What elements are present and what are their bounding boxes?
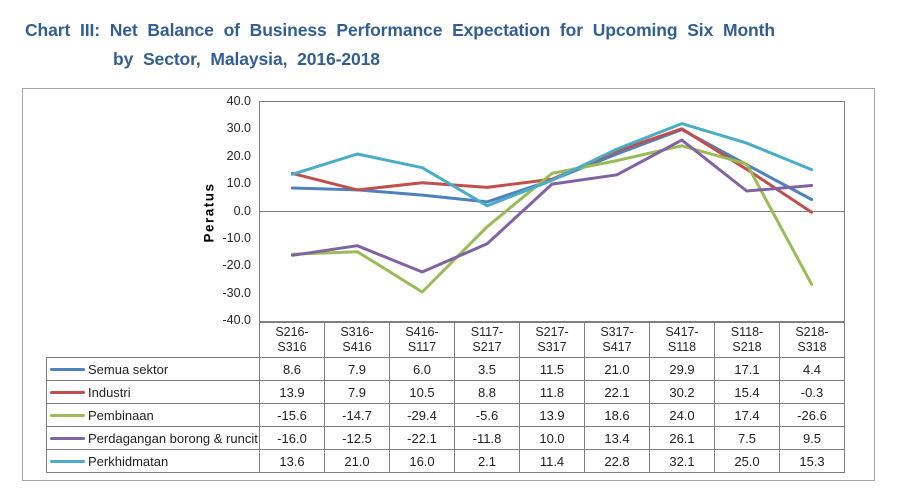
value-cell: 2.1: [454, 449, 520, 473]
y-axis-tick-label: 40.0: [226, 94, 251, 108]
value-cell: -5.6: [454, 403, 520, 427]
value-cell: 7.9: [324, 357, 390, 381]
table-row: Industri 13.9 7.9 10.5 8.8 11.8 22.1 30.2 15.4 -0…: [46, 380, 845, 404]
value-cell: 8.6: [259, 357, 325, 381]
value-cell: 10.5: [389, 380, 455, 404]
table-row: Semua sektor 8.6 7.9 6.0 3.5 11.5 21.0 29.9 17.1…: [46, 357, 845, 381]
legend-cell: Industri: [46, 380, 260, 404]
legend-cell: Pembinaan: [46, 403, 260, 427]
legend-cell: Perkhidmatan: [46, 449, 260, 473]
category-header-cell: S118- S218: [714, 322, 780, 358]
y-axis-tick-label: -40.0: [222, 313, 252, 327]
value-cell: -15.6: [259, 403, 325, 427]
y-axis-tick-label: -30.0: [222, 285, 252, 300]
value-cell: 22.8: [584, 449, 650, 473]
table-corner-blank: [47, 323, 260, 358]
value-cell: 13.4: [584, 426, 650, 450]
chart-title-line1: Chart III: Net Balance of Business Perfo…: [25, 20, 775, 40]
value-cell: 24.0: [649, 403, 715, 427]
value-cell: 25.0: [714, 449, 780, 473]
category-header-cell: S417- S118: [649, 322, 715, 358]
y-axis-tick-label: -10.0: [222, 230, 252, 245]
series-line-pembinaan: [290, 144, 814, 294]
value-cell: 15.4: [714, 380, 780, 404]
value-cell: -14.7: [324, 403, 390, 427]
value-cell: 3.5: [454, 357, 520, 381]
value-cell: 16.0: [389, 449, 455, 473]
data-table: S216- S316 S316- S416 S416- S117 S117- S217 S217…: [46, 322, 845, 473]
legend-label: Perkhidmatan: [88, 454, 169, 470]
value-cell: 32.1: [649, 449, 715, 473]
legend-line-swatch: [50, 437, 85, 441]
value-cell: -29.4: [389, 403, 455, 427]
value-cell: 9.5: [779, 426, 845, 450]
table-header-row: S216- S316 S316- S416 S416- S117 S117- S217 S217…: [47, 322, 845, 358]
chart-container: Peratus 40.0 30.0 20.0 10.0 0.0 -10.0 -20.0 -30…: [22, 88, 875, 481]
value-cell: 17.1: [714, 357, 780, 381]
category-header-cell: S217- S317: [519, 322, 585, 358]
value-cell: 21.0: [324, 449, 390, 473]
category-header-cell: S317- S417: [584, 322, 650, 358]
legend-line-swatch: [50, 414, 85, 418]
legend-cell: Perdagangan borong & runcit: [46, 426, 260, 450]
y-axis-tick-label: -20.0: [222, 258, 252, 273]
value-cell: 13.9: [259, 380, 325, 404]
value-cell: 22.1: [584, 380, 650, 404]
value-cell: 13.9: [519, 403, 585, 427]
value-cell: 11.4: [519, 449, 585, 473]
line-chart-svg: [260, 122, 844, 294]
value-cell: 4.4: [779, 357, 845, 381]
table-row: Perdagangan borong & runcit -16.0 -12.5 -22…: [46, 426, 845, 450]
legend-label: Industri: [88, 385, 131, 401]
value-cell: 10.0: [519, 426, 585, 450]
category-header-cell: S216- S316: [259, 322, 325, 358]
value-cell: 7.5: [714, 426, 780, 450]
legend-label: Perdagangan borong & runcit: [88, 431, 258, 447]
value-cell: 30.2: [649, 380, 715, 404]
y-axis-tick-label: 10.0: [226, 176, 251, 191]
value-cell: 13.6: [259, 449, 325, 473]
value-cell: -26.6: [779, 403, 845, 427]
value-cell: -16.0: [259, 426, 325, 450]
value-cell: -11.8: [454, 426, 520, 450]
value-cell: 8.8: [454, 380, 520, 404]
legend-label: Semua sektor: [88, 362, 169, 378]
category-header-cell: S416- S117: [389, 322, 455, 358]
y-axis-tick-label: 0.0: [233, 203, 251, 218]
legend-line-swatch: [50, 460, 85, 464]
value-cell: 7.9: [324, 380, 390, 404]
value-cell: 11.5: [519, 357, 585, 381]
series-line-perdagangan-borong-runcit: [290, 138, 814, 274]
chart-title-line2: by Sector, Malaysia, 2016-2018: [113, 49, 380, 69]
value-cell: -0.3: [779, 380, 845, 404]
category-header-cell: S316- S416: [324, 322, 390, 358]
legend-cell: Semua sektor: [46, 357, 260, 381]
category-header-cell: S218- S318: [779, 322, 845, 358]
value-cell: 18.6: [584, 403, 650, 427]
value-cell: -22.1: [389, 426, 455, 450]
value-cell: 17.4: [714, 403, 780, 427]
table-row: Pembinaan -15.6 -14.7 -29.4 -5.6 13.9 18.6 24.0…: [46, 403, 845, 427]
category-header-cell: S117- S217: [454, 322, 520, 358]
series-line-perkhidmatan: [290, 122, 814, 208]
chart-title: Chart III: Net Balance of Business Perfo…: [25, 16, 775, 74]
plot-area: [259, 101, 845, 322]
value-cell: 15.3: [779, 449, 845, 473]
legend-line-swatch: [50, 391, 85, 395]
value-cell: 6.0: [389, 357, 455, 381]
value-cell: 26.1: [649, 426, 715, 450]
y-axis-tick-label: 20.0: [226, 148, 251, 163]
series-line-industri: [290, 127, 814, 214]
legend-label: Pembinaan: [88, 408, 154, 424]
value-cell: 21.0: [584, 357, 650, 381]
value-cell: 11.8: [519, 380, 585, 404]
value-cell: 29.9: [649, 357, 715, 381]
value-cell: -12.5: [324, 426, 390, 450]
y-axis-tick-label: 30.0: [226, 121, 251, 136]
table-row: Perkhidmatan 13.6 21.0 16.0 2.1 11.4 22.8 32.1 2…: [46, 449, 845, 473]
legend-line-swatch: [50, 368, 85, 372]
